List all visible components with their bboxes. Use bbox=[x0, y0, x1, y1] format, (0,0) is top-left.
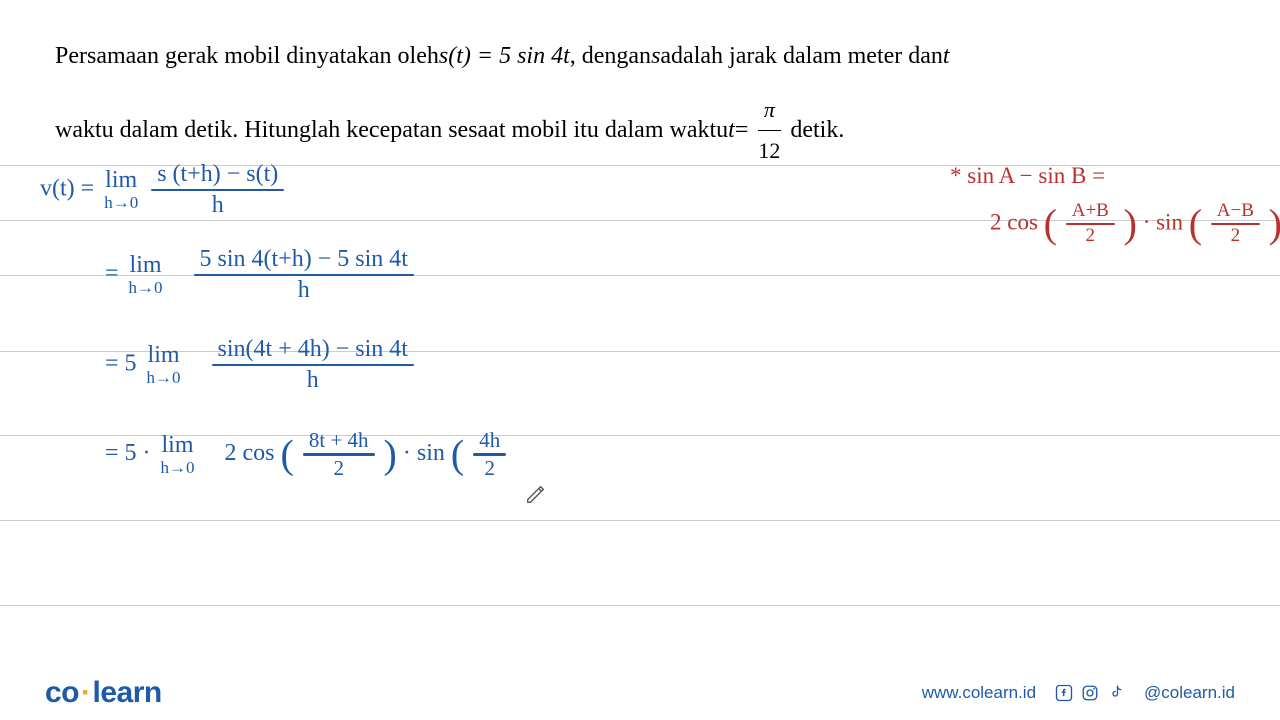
paren-close: ) bbox=[1124, 201, 1137, 246]
paren-open: ( bbox=[1044, 201, 1057, 246]
step4-frac1-den: 2 bbox=[327, 456, 350, 481]
footer-url: www.colearn.id bbox=[922, 683, 1036, 703]
problem-eq1: s(t) = 5 sin 4t bbox=[439, 35, 570, 78]
lim-block: lim h→0 bbox=[129, 251, 163, 298]
step1-den: h bbox=[206, 191, 230, 220]
identity-frac2-num: A−B bbox=[1211, 200, 1260, 223]
step4-frac2: 4h 2 bbox=[473, 428, 506, 481]
paren-close: ) bbox=[384, 431, 397, 476]
rule-line bbox=[0, 605, 1280, 606]
step3-den: h bbox=[301, 366, 325, 395]
lim-block: lim h→0 bbox=[104, 166, 138, 213]
step3-eq: = 5 bbox=[105, 351, 143, 377]
identity-pre: 2 cos bbox=[990, 209, 1038, 234]
lim-label: lim bbox=[162, 431, 194, 460]
lim-label: lim bbox=[130, 251, 162, 280]
lim-label: lim bbox=[148, 341, 180, 370]
step4-2cos: 2 cos bbox=[225, 440, 275, 466]
identity-mid: · sin bbox=[1143, 209, 1183, 234]
problem-line1-pre: Persamaan gerak mobil dinyatakan oleh bbox=[55, 35, 439, 78]
step1-lhs: v(t) = bbox=[40, 176, 100, 202]
social-icons bbox=[1054, 683, 1126, 703]
problem-frac-num: π bbox=[758, 90, 781, 131]
step2-eq: = bbox=[105, 261, 125, 287]
identity-frac1: A+B 2 bbox=[1066, 200, 1115, 248]
logo-left: co bbox=[45, 676, 79, 709]
paren-open2: ( bbox=[451, 431, 464, 476]
identity-frac1-den: 2 bbox=[1080, 225, 1102, 248]
step4-frac2-num: 4h bbox=[473, 428, 506, 453]
lim-block: lim h→0 bbox=[147, 341, 181, 388]
instagram-icon bbox=[1080, 683, 1100, 703]
step2: = lim h→0 5 sin 4(t+h) − 5 sin 4t h bbox=[105, 245, 417, 305]
logo: co·learn bbox=[45, 676, 162, 710]
paren-open: ( bbox=[1189, 201, 1202, 246]
step4-dot-sin: · sin bbox=[403, 440, 445, 466]
problem-t1: t bbox=[943, 35, 950, 78]
problem-line1-post: , dengan bbox=[570, 35, 651, 78]
footer-handle: @colearn.id bbox=[1144, 683, 1235, 703]
paren-close: ) bbox=[1269, 201, 1280, 246]
step4: = 5 · lim h→0 2 cos ( 8t + 4h 2 ) · sin … bbox=[105, 428, 509, 481]
rule-line bbox=[0, 520, 1280, 521]
step4-frac2-den: 2 bbox=[478, 456, 501, 481]
step1: v(t) = lim h→0 s (t+h) − s(t) h bbox=[40, 160, 287, 220]
tiktok-icon bbox=[1106, 683, 1126, 703]
identity-frac1-num: A+B bbox=[1066, 200, 1115, 223]
lim-sub: h→0 bbox=[129, 278, 163, 298]
step1-frac: s (t+h) − s(t) h bbox=[151, 160, 284, 220]
identity-frac2-den: 2 bbox=[1225, 225, 1247, 248]
lim-sub: h→0 bbox=[147, 368, 181, 388]
lim-sub: h→0 bbox=[104, 193, 138, 213]
step2-num: 5 sin 4(t+h) − 5 sin 4t bbox=[194, 245, 414, 274]
pencil-cursor-icon bbox=[525, 483, 547, 505]
problem-s: s bbox=[651, 35, 660, 78]
paren-open: ( bbox=[281, 431, 294, 476]
step3: = 5 lim h→0 sin(4t + 4h) − sin 4t h bbox=[105, 335, 417, 395]
lim-block: lim h→0 bbox=[161, 431, 195, 478]
facebook-icon bbox=[1054, 683, 1074, 703]
problem-line1-post2: adalah jarak dalam meter dan bbox=[660, 35, 943, 78]
step1-num: s (t+h) − s(t) bbox=[151, 160, 284, 189]
logo-dot: · bbox=[81, 676, 91, 709]
footer-right: www.colearn.id @colearn.id bbox=[922, 683, 1235, 703]
step3-num: sin(4t + 4h) − sin 4t bbox=[212, 335, 414, 364]
step2-frac: 5 sin 4(t+h) − 5 sin 4t h bbox=[194, 245, 414, 305]
step4-eq: = 5 · bbox=[105, 440, 157, 466]
step2-den: h bbox=[292, 276, 316, 305]
lim-label: lim bbox=[105, 166, 137, 195]
logo-right: learn bbox=[93, 676, 162, 709]
footer: co·learn www.colearn.id @colearn.id bbox=[0, 665, 1280, 720]
step3-frac: sin(4t + 4h) − sin 4t h bbox=[212, 335, 414, 395]
identity-title: * sin A − sin B = bbox=[950, 162, 1105, 190]
identity-body: 2 cos ( A+B 2 ) · sin ( A−B 2 ) bbox=[990, 200, 1280, 248]
lim-sub: h→0 bbox=[161, 458, 195, 478]
step4-frac1: 8t + 4h 2 bbox=[303, 428, 375, 481]
step4-frac1-num: 8t + 4h bbox=[303, 428, 375, 453]
identity-frac2: A−B 2 bbox=[1211, 200, 1260, 248]
